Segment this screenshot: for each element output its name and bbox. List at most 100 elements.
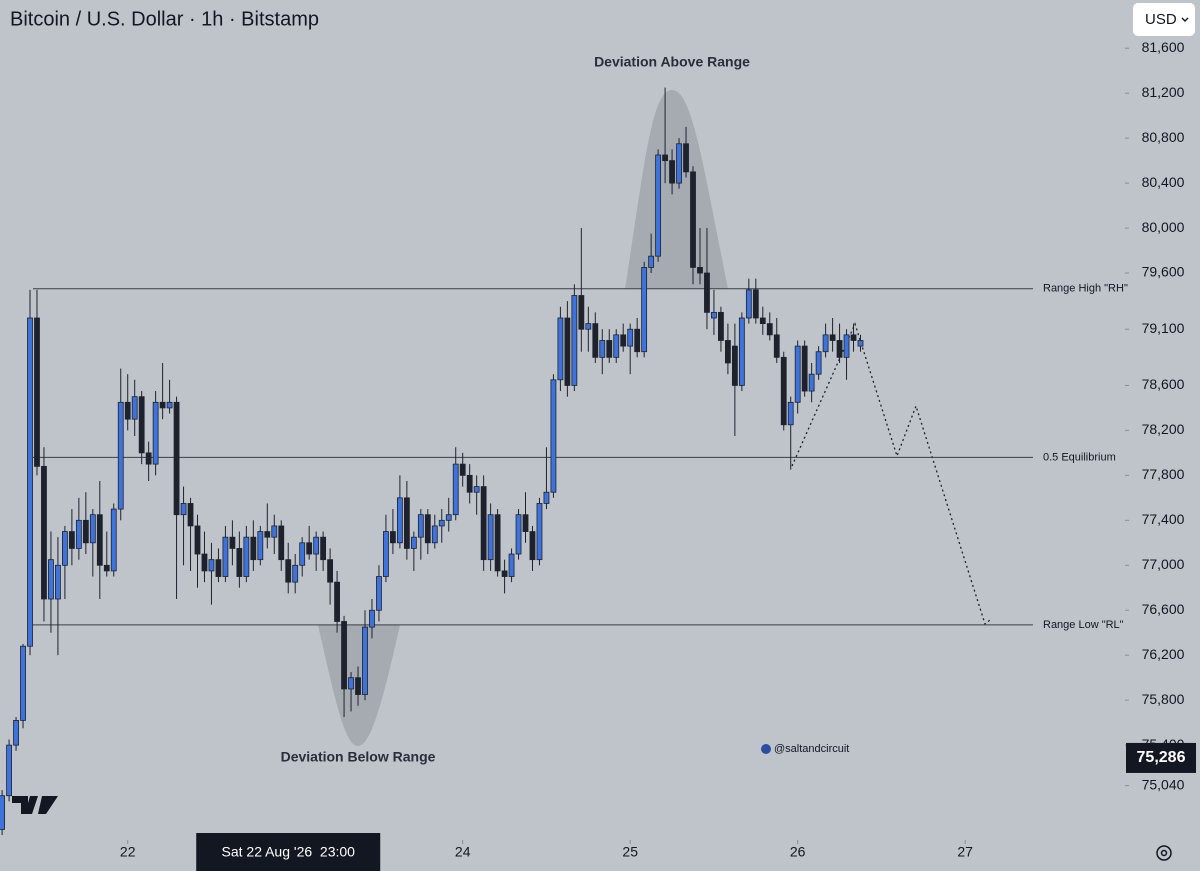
candle-body [145, 452, 152, 465]
candle-body [718, 311, 724, 341]
candle-body [683, 143, 689, 173]
candle-body [850, 334, 857, 341]
candle-body [396, 497, 403, 544]
y-tick-label: 78,600 [1142, 376, 1185, 392]
annotation: Deviation Below Range [281, 749, 436, 765]
candle-body [613, 334, 620, 358]
y-tick-label: 78,200 [1142, 421, 1185, 437]
candle-body [829, 334, 836, 341]
candle-body [383, 531, 389, 577]
candle-body [725, 340, 731, 364]
candle-body [6, 744, 12, 797]
logo [12, 796, 58, 814]
candle-body [89, 514, 96, 544]
avatar [761, 744, 771, 754]
candle-body [501, 570, 508, 577]
candle-body [103, 564, 110, 572]
candle-body [369, 609, 375, 628]
candle-body [417, 514, 424, 538]
candle-body [564, 317, 571, 386]
crosshair-label: Sat 22 Aug '26 23:00 [222, 844, 356, 860]
level-label: Range Low "RL" [1043, 619, 1124, 631]
x-tick-label: 26 [790, 844, 806, 860]
candle-body [390, 531, 396, 544]
candle-body [557, 317, 564, 381]
candle-body [187, 503, 194, 527]
candle-body [194, 525, 201, 555]
y-tick-label: 77,400 [1142, 511, 1185, 527]
y-tick-label: 81,600 [1142, 39, 1185, 55]
candle-body [655, 154, 662, 257]
y-tick-label: 79,600 [1142, 264, 1185, 280]
settings-icon[interactable] [1156, 845, 1172, 861]
candle-body [836, 340, 843, 358]
candle-body [780, 356, 787, 426]
candle-body [292, 564, 299, 583]
candle-body [327, 559, 334, 583]
candle-body [306, 542, 313, 555]
candle-body [96, 514, 103, 566]
x-tick-label: 24 [455, 844, 471, 860]
candle-body [494, 514, 501, 572]
y-tick-label: 75,040 [1142, 776, 1185, 792]
candle-body [41, 465, 47, 600]
candle-body [55, 564, 61, 600]
candle-body [787, 401, 794, 426]
candle-body [641, 267, 648, 353]
candle-body [620, 334, 627, 347]
candle-body [299, 542, 306, 566]
currency-label[interactable]: USD [1145, 11, 1177, 28]
candle-body [690, 171, 696, 268]
candle-body [585, 323, 592, 330]
candle-body [452, 463, 459, 516]
candle-body [173, 401, 180, 516]
candle-body [794, 345, 801, 403]
candle-body [152, 401, 159, 465]
candle-body [752, 289, 759, 319]
candle-body [822, 334, 829, 353]
candle-body [606, 340, 613, 358]
settings-icon-core [1160, 849, 1168, 857]
candle-body [424, 514, 431, 544]
watermark: @saltandcircuit [774, 743, 849, 755]
candle-body [515, 514, 522, 555]
candle-body [550, 379, 557, 493]
candle-body [313, 536, 320, 555]
y-tick-label: 77,000 [1142, 556, 1185, 572]
candle-body [138, 396, 145, 454]
candle-body [466, 474, 473, 493]
candle-body [704, 272, 710, 313]
candle-body [82, 519, 89, 544]
candle-body [627, 328, 634, 347]
candle-body [508, 553, 515, 577]
candle-body [731, 345, 738, 386]
candle-body [599, 340, 606, 358]
candle-body [271, 525, 278, 538]
y-tick-label: 80,800 [1142, 129, 1185, 145]
candle-body [320, 536, 327, 561]
plot [0, 47, 1129, 844]
candle-body [571, 295, 578, 386]
candle-body [362, 626, 368, 695]
candle-body [376, 576, 382, 611]
candle-body [75, 519, 82, 549]
y-tick-label: 81,200 [1142, 84, 1185, 100]
candle-body [410, 536, 417, 549]
candle-body [0, 795, 5, 830]
candle-body [843, 334, 850, 358]
candle-body [110, 508, 117, 572]
y-tick-label: 80,000 [1142, 219, 1185, 235]
currency-button[interactable] [1133, 3, 1195, 36]
candle-body [445, 514, 452, 521]
candle-body [131, 396, 138, 420]
candle-body [166, 401, 173, 409]
candle-body [676, 143, 682, 184]
candle-body [243, 536, 250, 577]
x-tick-label: 22 [120, 844, 136, 860]
candle-body [334, 581, 340, 622]
candle-body [522, 514, 529, 532]
candle-body [236, 548, 243, 577]
candle-body [431, 525, 438, 544]
candle-body [529, 531, 536, 561]
